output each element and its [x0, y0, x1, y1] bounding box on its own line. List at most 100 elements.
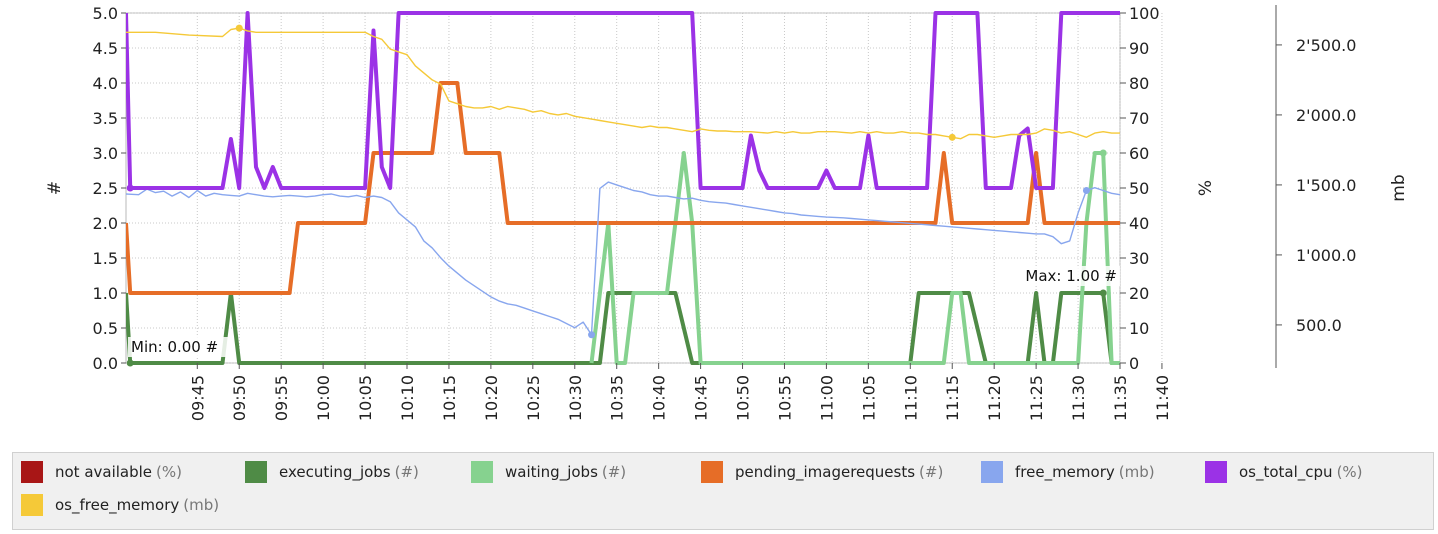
x-tick-label: 11:15: [943, 375, 962, 421]
legend-label: os_total_cpu: [1239, 463, 1333, 481]
series-line-os_free_memory: [126, 27, 1120, 140]
left-tick-label: 0.5: [93, 319, 118, 338]
legend-item[interactable]: waiting_jobs (#): [471, 460, 626, 484]
legend-unit: (%): [156, 463, 183, 481]
left-tick-label: 3.0: [93, 144, 118, 163]
legend-label: pending_imagerequests: [735, 463, 916, 481]
min-annotation: Min: 0.00 #: [131, 338, 218, 356]
marker-waiting_jobs: [1099, 149, 1107, 157]
legend-unit: (%): [1336, 463, 1363, 481]
middle-tick-label: 60: [1129, 144, 1149, 163]
x-tick-label: 10:10: [398, 375, 417, 421]
max-annotation: Max: 1.00 #: [1025, 267, 1117, 285]
marker-os_free_memory: [948, 133, 956, 141]
right-tick-label: 2'500.0: [1296, 36, 1356, 55]
legend-item[interactable]: os_total_cpu (%): [1205, 460, 1363, 484]
marker-os_total_cpu: [126, 184, 134, 192]
x-tick-label: 09:45: [188, 375, 207, 421]
x-tick-label: 10:05: [356, 375, 375, 421]
right-tick-label: 1'500.0: [1296, 176, 1356, 195]
middle-tick-label: 50: [1129, 179, 1149, 198]
x-tick-label: 11:05: [859, 375, 878, 421]
legend-item[interactable]: os_free_memory (mb): [21, 493, 219, 517]
x-tick-label: 11:10: [901, 375, 920, 421]
legend-label: free_memory: [1015, 463, 1115, 481]
left-tick-label: 1.5: [93, 249, 118, 268]
x-tick-label: 11:00: [817, 375, 836, 421]
marker-free_memory: [1082, 187, 1090, 195]
series-line-executing_jobs: [126, 291, 1120, 365]
left-tick-label: 1.0: [93, 284, 118, 303]
left-axis-label: #: [45, 181, 65, 195]
right-axis-label: mb: [1389, 174, 1409, 201]
legend-label: waiting_jobs: [505, 463, 598, 481]
x-tick-label: 10:15: [440, 375, 459, 421]
left-tick-label: 0.0: [93, 354, 118, 373]
x-tick-label: 10:20: [482, 375, 501, 421]
middle-tick-label: 100: [1129, 4, 1160, 23]
legend: not available (%) executing_jobs (#) waiting…: [12, 452, 1434, 530]
x-tick-label: 11:40: [1153, 375, 1172, 421]
legend-swatch: [245, 461, 267, 483]
legend-unit: (#): [601, 463, 627, 481]
legend-item[interactable]: free_memory (mb): [981, 460, 1155, 484]
legend-swatch: [701, 461, 723, 483]
legend-swatch: [21, 494, 43, 516]
chart-axes: 0.0 0.5 1.0 1.5 2.0 2.5 3.0 3.5 4.0 4.5 5.0 09:45 09…: [45, 4, 1409, 421]
legend-item[interactable]: not available (%): [21, 460, 182, 484]
middle-tick-label: 70: [1129, 109, 1149, 128]
right-tick-label: 2'000.0: [1296, 106, 1356, 125]
legend-swatch: [1205, 461, 1227, 483]
chart-series: [126, 11, 1120, 367]
x-tick-label: 11:30: [1069, 375, 1088, 421]
series-line-free_memory: [126, 181, 1120, 336]
x-tick-label: 10:00: [314, 375, 333, 421]
legend-label: os_free_memory: [55, 496, 180, 514]
left-tick-label: 4.0: [93, 74, 118, 93]
middle-tick-label: 80: [1129, 74, 1149, 93]
x-tick-label: 11:25: [1027, 375, 1046, 421]
x-tick-label: 10:30: [566, 375, 585, 421]
left-tick-label: 3.5: [93, 109, 118, 128]
x-tick-label: 09:55: [272, 375, 291, 421]
legend-unit: (#): [394, 463, 419, 481]
middle-tick-label: 40: [1129, 214, 1149, 233]
legend-unit: (mb): [183, 496, 220, 514]
max-annotation-bg: [1012, 266, 1120, 286]
legend-label: executing_jobs: [279, 463, 391, 481]
series-line-os_total_cpu: [126, 11, 1120, 190]
middle-axis-label: %: [1196, 180, 1216, 196]
right-tick-label: 1'000.0: [1296, 246, 1356, 265]
legend-item[interactable]: pending_imagerequests (#): [701, 460, 943, 484]
middle-tick-label: 10: [1129, 319, 1149, 338]
marker-free_memory: [588, 331, 596, 339]
right-tick-label: 500.0: [1296, 316, 1342, 335]
legend-unit: (#): [919, 463, 944, 481]
middle-tick-label: 20: [1129, 284, 1149, 303]
series-line-pending_imagerequests: [126, 81, 1120, 295]
left-tick-label: 5.0: [93, 4, 118, 23]
left-tick-label: 4.5: [93, 39, 118, 58]
marker-executing_jobs: [126, 359, 134, 367]
legend-label: not available: [55, 463, 153, 481]
legend-swatch: [21, 461, 43, 483]
left-tick-label: 2.5: [93, 179, 118, 198]
left-tick-label: 2.0: [93, 214, 118, 233]
x-tick-label: 10:55: [775, 375, 794, 421]
x-tick-label: 10:50: [734, 375, 753, 421]
middle-tick-label: 30: [1129, 249, 1149, 268]
plot-area: [125, 12, 1121, 364]
legend-swatch: [471, 461, 493, 483]
x-tick-label: 10:35: [608, 375, 627, 421]
x-tick-label: 10:25: [524, 375, 543, 421]
x-tick-label: 10:45: [692, 375, 711, 421]
legend-swatch: [981, 461, 1003, 483]
x-tick-label: 10:40: [650, 375, 669, 421]
x-tick-label: 09:50: [230, 375, 249, 421]
legend-item[interactable]: executing_jobs (#): [245, 460, 419, 484]
legend-unit: (mb): [1118, 463, 1155, 481]
x-tick-label: 11:35: [1111, 375, 1130, 421]
chart: 0.0 0.5 1.0 1.5 2.0 2.5 3.0 3.5 4.0 4.5 5.0 09:45 09…: [45, 4, 1409, 421]
marker-executing_jobs: [1099, 289, 1107, 297]
chart-annotations: Min: 0.00 # Max: 1.00 #: [128, 266, 1120, 357]
